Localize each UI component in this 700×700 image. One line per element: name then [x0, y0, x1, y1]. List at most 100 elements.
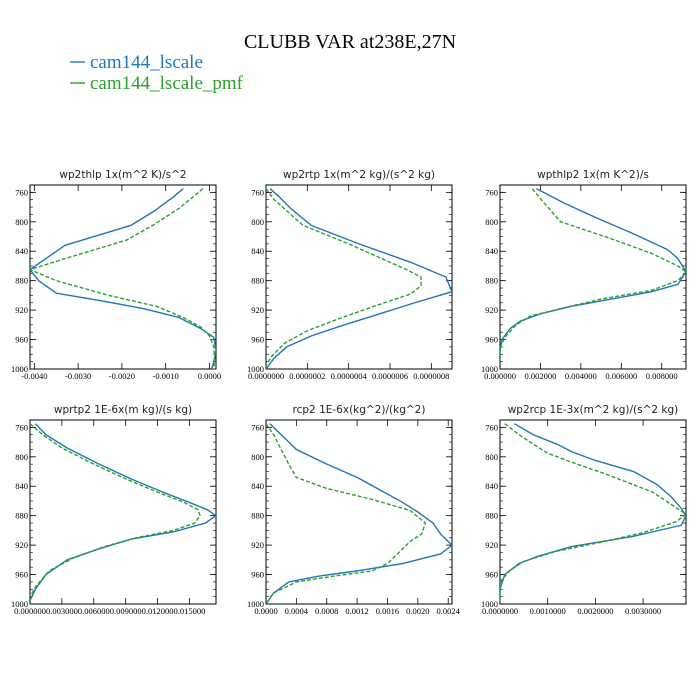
- plot-frame: [265, 419, 453, 605]
- y-tick-label: 760: [251, 187, 264, 197]
- series-line-lscale: [266, 423, 452, 604]
- x-tick-label: -0.0040: [21, 371, 47, 381]
- x-tick-label: 0.0000008: [413, 371, 449, 381]
- y-tick-label: 840: [15, 481, 28, 491]
- x-tick-label: 0.0030000: [625, 606, 661, 616]
- x-tick-label: 0.0008: [315, 606, 338, 616]
- series-line-lscale-pmf: [30, 188, 216, 369]
- y-tick-label: 760: [15, 422, 28, 432]
- y-tick-label: 920: [485, 305, 498, 315]
- x-tick-label: 0.0000006: [372, 371, 408, 381]
- series-line-lscale-pmf: [500, 423, 686, 597]
- x-tick-label: 0.012000: [142, 606, 174, 616]
- y-tick-label: 760: [485, 422, 498, 432]
- series-line-lscale: [30, 423, 216, 601]
- y-tick-label: 840: [485, 481, 498, 491]
- y-tick-label: 920: [251, 540, 264, 550]
- panel-4: wprtp2 1E-6x(m kg)/(s kg) 760 800 840 880 920…: [11, 404, 217, 616]
- y-tick-label: 1000: [11, 364, 28, 374]
- x-tick-label: 0.003000: [46, 606, 78, 616]
- x-tick-label: 0.0004: [285, 606, 309, 616]
- legend-label-lscale-pmf: cam144_lscale_pmf: [90, 73, 244, 94]
- y-tick-label: 960: [251, 570, 264, 580]
- y-tick-label: 920: [15, 540, 28, 550]
- panel-6: wp2rcp 1E-3x(m^2 kg)/(s^2 kg) 760 800 840 88…: [481, 404, 687, 616]
- panel-5: rcp2 1E-6x(kg^2)/(kg^2) 760 800 840 880 920 96…: [247, 404, 461, 616]
- y-tick-label: 880: [251, 276, 264, 286]
- series-line-lscale: [266, 188, 452, 369]
- y-tick-label: 880: [485, 511, 498, 521]
- x-tick-label: 0.0012: [345, 606, 368, 616]
- y-tick-label: 1000: [481, 364, 498, 374]
- y-tick-label: 960: [251, 335, 264, 345]
- series-line-lscale-pmf: [500, 188, 686, 358]
- plot-frame: [29, 184, 217, 370]
- x-tick-label: 0.004000: [565, 371, 597, 381]
- x-tick-label: 0.006000: [605, 371, 637, 381]
- panel-title: wp2rtp 1x(m^2 kg)/(s^2 kg): [283, 169, 435, 181]
- y-tick-label: 1000: [247, 364, 264, 374]
- y-tick-label: 920: [251, 305, 264, 315]
- y-tick-label: 960: [15, 570, 28, 580]
- y-tick-label: 880: [15, 511, 28, 521]
- y-tick-label: 920: [15, 305, 28, 315]
- y-tick-label: 760: [251, 422, 264, 432]
- y-tick-label: 880: [251, 511, 264, 521]
- x-tick-label: 0.0020000: [577, 606, 613, 616]
- series-line-lscale-pmf: [266, 423, 427, 604]
- y-tick-label: 800: [485, 217, 498, 227]
- figure-title: CLUBB VAR at238E,27N: [244, 31, 456, 53]
- x-tick-label: 0.006000: [78, 606, 110, 616]
- y-tick-label: 840: [251, 481, 264, 491]
- y-tick-label: 800: [251, 217, 264, 227]
- y-tick-label: 840: [251, 246, 264, 256]
- y-tick-label: 800: [15, 452, 28, 462]
- panel-3: wpthlp2 1x(m K^2)/s 760 800 840 880 920 960 100…: [481, 169, 687, 381]
- y-tick-label: 880: [485, 276, 498, 286]
- panel-1: wp2thlp 1x(m^2 K)/s^2 760 800 840 880 920 960 1…: [11, 169, 221, 381]
- plot-frame: [265, 184, 453, 370]
- y-tick-label: 960: [485, 570, 498, 580]
- plot-frame: [499, 184, 687, 370]
- x-tick-label: 0.0024: [437, 606, 461, 616]
- panel-title: wp2rcp 1E-3x(m^2 kg)/(s^2 kg): [508, 404, 679, 416]
- x-tick-label: 0.0020: [406, 606, 429, 616]
- y-tick-label: 760: [15, 187, 28, 197]
- y-tick-label: 880: [15, 276, 28, 286]
- y-tick-label: 800: [15, 217, 28, 227]
- x-tick-label: 0.0000000: [248, 371, 284, 381]
- panel-title: wprtp2 1E-6x(m kg)/(s kg): [54, 404, 192, 416]
- y-tick-label: 960: [485, 335, 498, 345]
- x-tick-label: 0.009000: [110, 606, 142, 616]
- y-tick-label: 1000: [481, 599, 498, 609]
- y-tick-label: 840: [15, 246, 28, 256]
- series-line-lscale: [500, 188, 686, 362]
- x-tick-label: 0.0000000: [482, 606, 518, 616]
- x-tick-label: 0.008000: [646, 371, 678, 381]
- series-line-lscale-pmf: [266, 188, 422, 366]
- x-tick-label: 0.000000: [484, 371, 516, 381]
- plot-frame: [29, 419, 217, 605]
- y-tick-label: 760: [485, 187, 498, 197]
- x-tick-label: 0.0010000: [530, 606, 566, 616]
- plot-frame: [499, 419, 687, 605]
- y-tick-label: 800: [251, 452, 264, 462]
- x-tick-label: -0.0020: [109, 371, 135, 381]
- y-tick-label: 800: [485, 452, 498, 462]
- series-line-lscale-pmf: [30, 423, 201, 597]
- x-tick-label: 0.0016: [376, 606, 399, 616]
- y-tick-label: 960: [15, 335, 28, 345]
- x-tick-label: 0.0000004: [331, 371, 368, 381]
- x-tick-label: 0.0000: [198, 371, 221, 381]
- x-tick-label: -0.0030: [65, 371, 91, 381]
- x-tick-label: -0.0010: [153, 371, 179, 381]
- legend-label-lscale: cam144_lscale: [90, 52, 203, 73]
- y-tick-label: 840: [485, 246, 498, 256]
- y-tick-label: 1000: [11, 599, 28, 609]
- series-line-lscale: [30, 188, 216, 369]
- panel-title: wp2thlp 1x(m^2 K)/s^2: [59, 169, 186, 181]
- x-tick-label: 0.0000002: [289, 371, 325, 381]
- panel-title: rcp2 1E-6x(kg^2)/(kg^2): [293, 404, 426, 416]
- panel-title: wpthlp2 1x(m K^2)/s: [537, 169, 649, 181]
